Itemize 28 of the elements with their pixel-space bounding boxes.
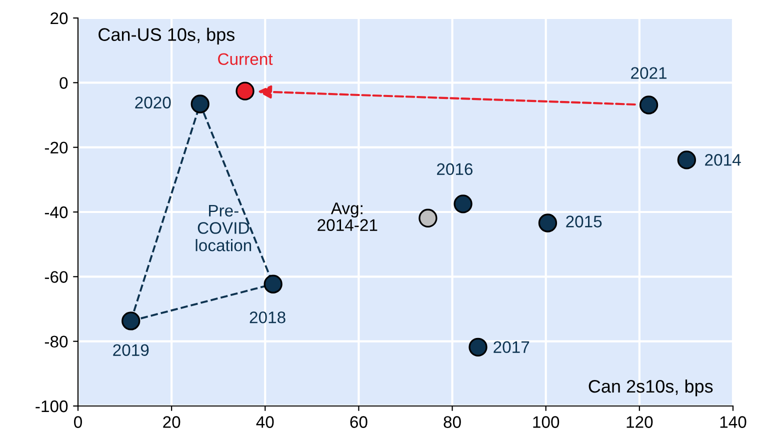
y-tick-label: 20 — [50, 12, 68, 24]
annotation: Pre- COVID location — [196, 204, 252, 252]
annotation: 2021 — [631, 67, 667, 79]
annotation: 2014 — [705, 154, 741, 166]
text: Avg: 2014-21 — [318, 202, 378, 231]
x-axis-title: Can 2s10s, bps — [588, 379, 713, 396]
x-tick-label: 0 — [74, 416, 82, 428]
y-tick-label: -20 — [44, 142, 68, 154]
x-tick-label: 60 — [350, 416, 368, 428]
x-tick-label: 120 — [626, 416, 653, 428]
y-tick-label: -80 — [44, 336, 68, 348]
y-tick-label: 0 — [60, 77, 68, 89]
x-tick-label: 20 — [163, 416, 180, 428]
x-tick-label: 80 — [444, 416, 461, 428]
y-axis-title: Can-US 10s, bps — [98, 28, 234, 45]
y-tick-label: -40 — [44, 206, 68, 218]
annotation: 2015 — [566, 216, 602, 228]
annotation: 2017 — [494, 341, 530, 354]
x-tick-label: 140 — [720, 416, 746, 428]
annotation: 2019 — [113, 344, 149, 356]
annotation: 2020 — [135, 96, 171, 108]
series-label: Current — [218, 53, 273, 65]
annotation: 2016 — [437, 163, 473, 176]
y-tick-label: -60 — [44, 271, 68, 283]
y-tick-label: -100 — [36, 400, 68, 412]
x-tick-label: 100 — [533, 416, 560, 428]
annotation: 2018 — [250, 311, 286, 324]
x-tick-label: 40 — [256, 416, 274, 428]
